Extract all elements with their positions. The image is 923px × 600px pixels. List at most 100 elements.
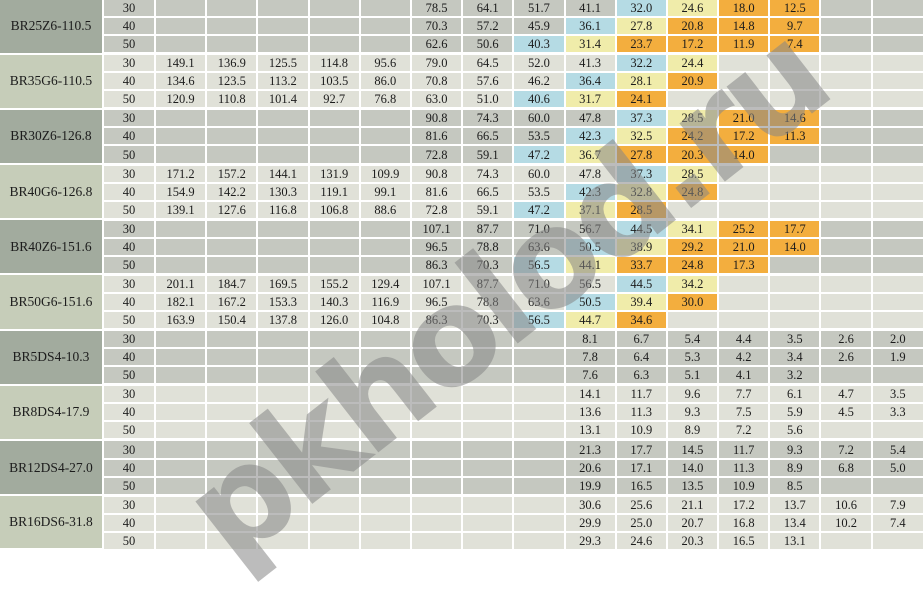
data-cell xyxy=(870,126,923,147)
data-cell: 116.9 xyxy=(358,291,412,313)
temp-cell: 30 xyxy=(102,494,156,515)
data-cell: 182.1 xyxy=(153,291,208,313)
data-cell xyxy=(768,89,822,111)
data-cell xyxy=(358,402,412,423)
data-cell xyxy=(819,107,873,129)
data-cell xyxy=(870,291,923,313)
data-cell: 19.9 xyxy=(563,475,617,497)
data-cell xyxy=(153,530,208,549)
data-cell: 1.9 xyxy=(870,347,923,368)
data-cell xyxy=(819,16,873,37)
data-cell: 11.3 xyxy=(717,457,771,478)
data-cell: 134.6 xyxy=(153,71,208,92)
temp-cell: 40 xyxy=(103,126,156,147)
data-cell: 56.5 xyxy=(512,254,566,276)
data-cell xyxy=(256,0,310,19)
data-cell: 34.1 xyxy=(665,218,720,239)
data-cell: 87.7 xyxy=(461,273,515,294)
data-cell: 50.6 xyxy=(461,34,515,56)
data-cell: 3.5 xyxy=(870,383,923,405)
data-cell: 57.6 xyxy=(461,71,515,92)
data-cell: 39.4 xyxy=(614,291,668,313)
data-cell xyxy=(205,402,259,423)
data-cell xyxy=(358,439,412,460)
table-row: 40 20.6 17.1 14.0 11.3 8.9 6.8 5.0 xyxy=(0,457,923,478)
data-cell xyxy=(205,254,259,276)
data-cell: 28.5 xyxy=(614,199,668,221)
data-cell xyxy=(768,273,822,294)
data-cell xyxy=(819,475,873,497)
data-cell xyxy=(717,163,771,184)
temp-cell: 50 xyxy=(103,530,156,549)
data-cell xyxy=(153,144,208,166)
data-cell: 3.3 xyxy=(870,402,923,423)
data-cell xyxy=(768,181,822,202)
data-cell xyxy=(870,107,923,129)
data-cell xyxy=(205,144,259,166)
data-cell: 66.5 xyxy=(461,181,515,202)
data-cell: 150.4 xyxy=(205,310,259,332)
data-cell xyxy=(717,71,771,92)
data-cell xyxy=(409,475,464,497)
data-cell xyxy=(307,144,361,166)
data-cell: 136.9 xyxy=(205,52,259,74)
data-cell xyxy=(358,16,412,37)
model-cell: BR25Z6-110.5 xyxy=(0,0,104,55)
model-cell: BR30Z6-126.8 xyxy=(0,107,104,166)
data-cell xyxy=(819,71,873,92)
data-cell: 78.8 xyxy=(461,291,515,313)
data-cell xyxy=(307,218,361,239)
data-cell xyxy=(512,402,566,423)
data-cell xyxy=(870,89,923,111)
table-row: BR35G6-110.5 30 149.1 136.9 125.5 114.8 95.6 79… xyxy=(0,52,923,110)
data-cell xyxy=(819,0,873,19)
data-cell: 2.6 xyxy=(819,347,873,368)
temp-cell: 50 xyxy=(103,365,156,387)
data-cell: 5.4 xyxy=(665,328,720,350)
table-row: 50 29.3 24.6 20.3 16.5 13.1 xyxy=(0,530,923,549)
data-cell xyxy=(870,144,923,166)
data-cell: 50.5 xyxy=(563,236,617,257)
data-cell: 3.5 xyxy=(768,328,822,350)
data-cell xyxy=(256,254,310,276)
data-cell: 29.3 xyxy=(563,530,617,549)
data-cell xyxy=(358,365,412,387)
data-cell xyxy=(205,512,259,533)
data-cell: 38.9 xyxy=(614,236,668,257)
data-cell xyxy=(717,181,771,202)
data-cell xyxy=(819,291,873,313)
data-cell xyxy=(512,328,566,350)
data-cell: 6.1 xyxy=(768,383,822,405)
data-cell: 7.2 xyxy=(717,420,771,442)
data-cell xyxy=(307,439,361,460)
data-cell xyxy=(256,347,310,368)
data-cell xyxy=(307,494,361,515)
data-cell: 86.3 xyxy=(409,310,464,332)
table-row: BR16DS6-31.8 30 30.6 25.6 21.1 17.2 13.7 10.6 7.… xyxy=(0,494,923,550)
data-cell: 32.2 xyxy=(614,52,668,74)
data-cell: 5.1 xyxy=(665,365,720,387)
data-cell: 17.3 xyxy=(717,254,771,276)
data-cell: 25.0 xyxy=(614,512,668,533)
data-cell xyxy=(665,89,720,111)
data-cell xyxy=(768,71,822,92)
data-cell: 167.2 xyxy=(205,291,259,313)
data-cell xyxy=(819,163,873,184)
table-row: BR25Z6-110.5 30 78.5 64.1 51.7 41.1 32.0 24.6 18… xyxy=(0,0,923,55)
data-cell: 24.4 xyxy=(665,52,720,74)
data-cell: 24.2 xyxy=(665,126,720,147)
data-cell: 126.0 xyxy=(307,310,361,332)
data-cell xyxy=(717,273,771,294)
data-cell: 24.6 xyxy=(665,0,720,19)
table-row: 50 13.1 10.9 8.9 7.2 5.6 xyxy=(0,420,923,442)
model-cell: BR12DS4-27.0 xyxy=(0,438,104,497)
data-cell xyxy=(870,236,923,257)
data-cell xyxy=(256,475,310,497)
data-cell: 142.2 xyxy=(205,181,259,202)
table-row: 40 70.3 57.2 45.9 36.1 27.8 20.8 14.8 9.7 xyxy=(0,16,923,37)
data-cell: 10.2 xyxy=(819,512,873,533)
data-cell xyxy=(461,494,515,515)
data-cell: 4.5 xyxy=(819,402,873,423)
data-cell: 28.5 xyxy=(665,107,720,129)
data-cell: 8.5 xyxy=(768,475,822,497)
